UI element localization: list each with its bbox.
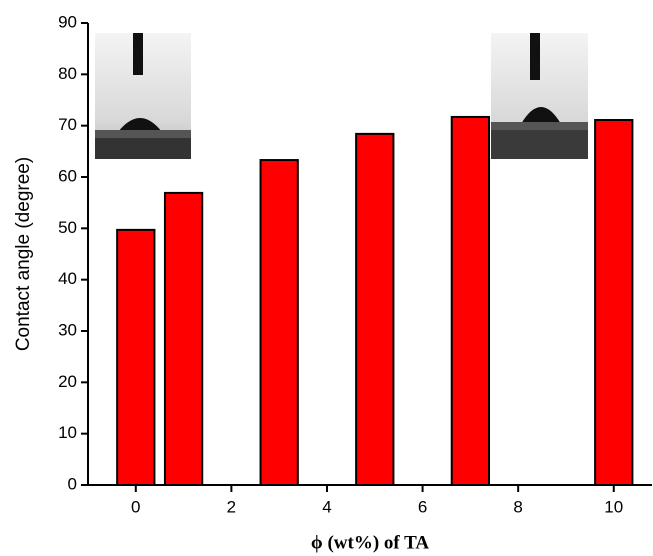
y-tick-label: 90	[58, 12, 77, 31]
inset-image-left	[95, 33, 191, 159]
bar	[594, 119, 634, 487]
bar	[259, 159, 299, 486]
y-tick-label: 0	[68, 474, 77, 493]
y-axis-label: Contact angle (degree)	[13, 157, 34, 351]
bar	[450, 115, 491, 486]
y-tick-label: 40	[58, 269, 77, 288]
y-tick-label: 30	[58, 320, 77, 339]
x-tick-label: 0	[131, 497, 140, 516]
y-tick-label: 80	[58, 64, 77, 83]
x-tick-label: 4	[322, 497, 331, 516]
x-tick-label: 6	[418, 497, 427, 516]
y-tick-label: 50	[58, 218, 77, 237]
x-tick-label: 2	[227, 497, 236, 516]
bar	[163, 191, 204, 486]
x-tick-label: 10	[604, 497, 623, 516]
y-tick-label: 20	[58, 372, 77, 391]
bar	[355, 132, 395, 486]
inset-image-right	[491, 33, 588, 159]
y-tick-label: 60	[58, 166, 77, 185]
y-tick-label: 70	[58, 115, 77, 134]
x-axis-label: ϕ (wt%) of TA	[311, 532, 430, 553]
bar	[116, 228, 156, 486]
y-tick-label: 10	[58, 423, 77, 442]
x-tick-label: 8	[513, 497, 522, 516]
